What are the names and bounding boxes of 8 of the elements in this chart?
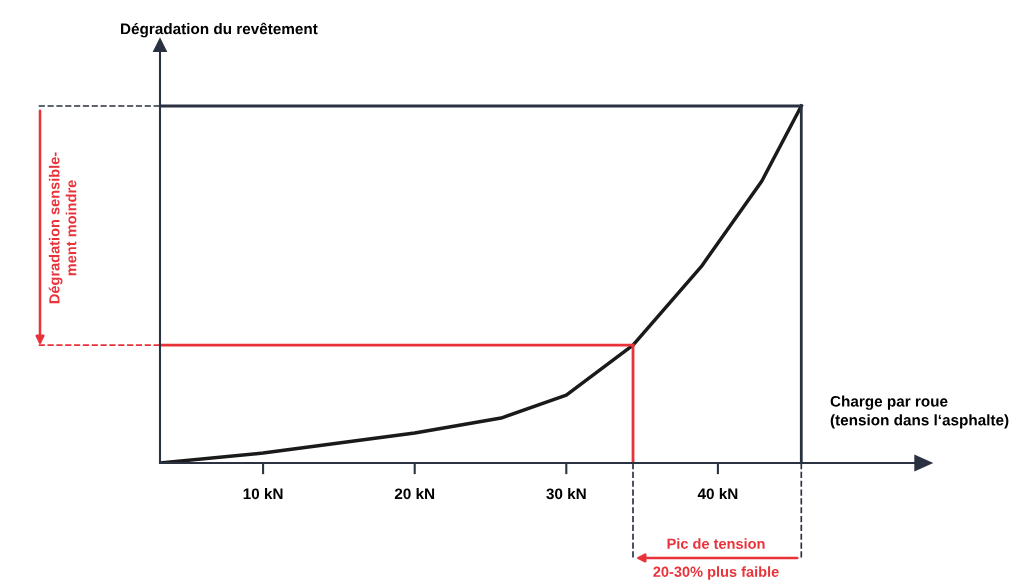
text: Dégradation sensible- ment moindre [48, 152, 77, 304]
x-tick-label: 20 kN [394, 488, 435, 500]
x-axis-title: Charge par roue (tension dans l‘asphalte) [830, 395, 1009, 429]
y-axis-title: Dégradation du revêtement [121, 22, 318, 38]
x-tick-label: 30 kN [546, 488, 586, 500]
x-tick-label: 40 kN [697, 488, 738, 500]
x-tick-label: 10 kN [243, 488, 283, 500]
text: Pic de tension 20-30% plus faible [653, 538, 779, 580]
